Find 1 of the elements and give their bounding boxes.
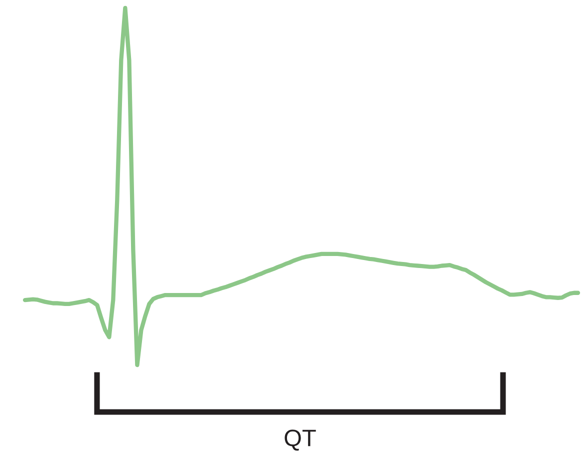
- text: QT: [284, 430, 316, 451]
